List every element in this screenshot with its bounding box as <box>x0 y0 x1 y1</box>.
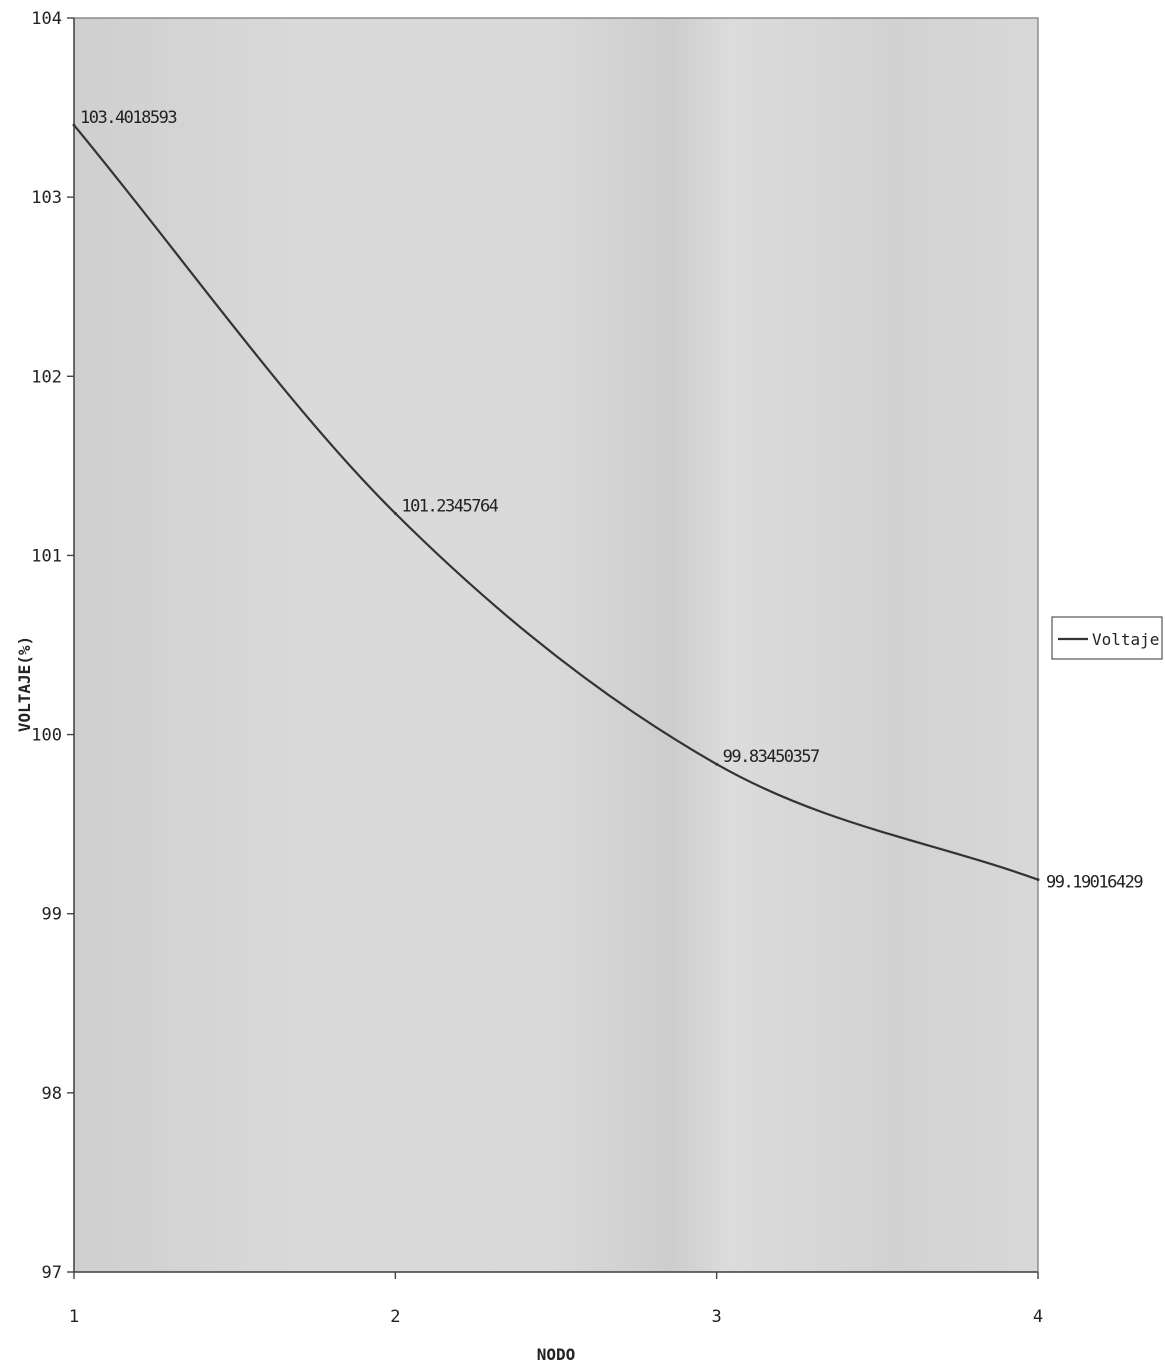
y-tick-label: 100 <box>31 726 62 746</box>
data-points <box>72 123 1040 882</box>
y-axis-ticks: 97 98 99 100 101 102 103 104 <box>31 9 74 1283</box>
data-point <box>72 123 76 127</box>
y-tick-label: 98 <box>42 1084 62 1104</box>
data-label: 99.19016429 <box>1046 873 1143 893</box>
data-label: 101.2345764 <box>401 496 498 516</box>
y-axis-title: VOLTAJE(%) <box>15 636 34 732</box>
data-label: 99.83450357 <box>723 747 819 767</box>
x-tick-label: 4 <box>1033 1307 1043 1327</box>
y-tick-label: 99 <box>42 905 62 925</box>
plot-area <box>74 18 1038 1272</box>
y-tick-label: 102 <box>31 367 62 387</box>
x-tick-label: 3 <box>712 1307 722 1327</box>
data-point <box>1036 878 1040 882</box>
x-tick-label: 2 <box>390 1307 400 1327</box>
x-axis-title: NODO <box>537 1345 576 1364</box>
y-tick-label: 103 <box>31 188 62 208</box>
series-line-voltaje <box>73 124 1039 881</box>
y-tick-label: 97 <box>42 1263 62 1283</box>
y-tick-label: 101 <box>31 546 62 566</box>
data-labels: 103.4018593 101.2345764 99.83450357 99.1901… <box>80 108 1145 893</box>
x-axis-ticks: 1 2 3 4 <box>69 1272 1043 1327</box>
x-tick-label: 1 <box>69 1307 79 1327</box>
legend: Voltaje % <box>1051 616 1165 660</box>
data-point <box>715 762 719 766</box>
data-label: 103.4018593 <box>80 108 176 128</box>
y-tick-label: 104 <box>31 9 62 29</box>
legend-label: Voltaje % <box>1092 630 1165 649</box>
data-point <box>393 511 397 515</box>
